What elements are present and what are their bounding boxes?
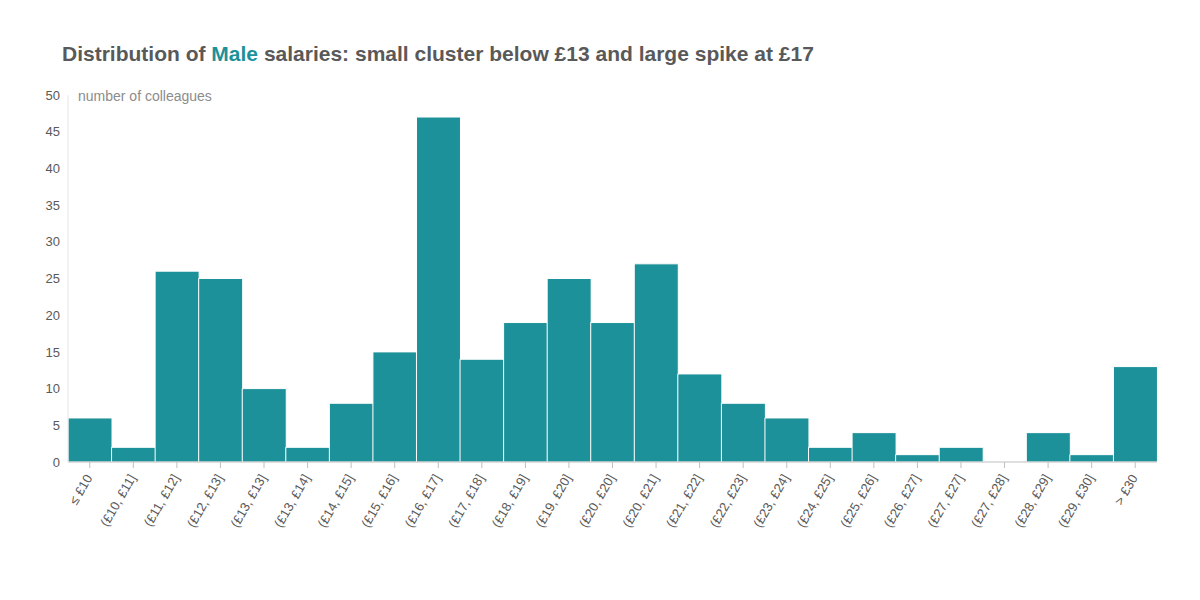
svg-text:(£13, £14]: (£13, £14] — [271, 472, 313, 530]
svg-text:5: 5 — [53, 418, 60, 433]
svg-text:(£29, £30]: (£29, £30] — [1055, 472, 1097, 530]
svg-text:(£23, £24]: (£23, £24] — [750, 472, 792, 530]
svg-text:(£26, £27]: (£26, £27] — [881, 472, 923, 530]
svg-text:(£20, £20]: (£20, £20] — [576, 472, 618, 530]
svg-text:25: 25 — [46, 271, 60, 286]
html-text:number of colleagues: number of colleagues — [78, 88, 212, 104]
svg-text:30: 30 — [46, 234, 60, 249]
svg-text:(£27, £27]: (£27, £27] — [924, 472, 966, 530]
svg-text:(£28, £29]: (£28, £29] — [1011, 472, 1053, 530]
svg-text:(£11, £12]: (£11, £12] — [141, 472, 183, 529]
svg-text:45: 45 — [46, 124, 60, 139]
svg-text:35: 35 — [46, 198, 60, 213]
svg-text:(£17, £18]: (£17, £18] — [445, 472, 487, 530]
svg-text:15: 15 — [46, 345, 60, 360]
svg-text:(£13, £13]: (£13, £13] — [227, 472, 269, 530]
svg-text:(£18, £19]: (£18, £19] — [489, 472, 531, 530]
svg-text:(£27, £28]: (£27, £28] — [968, 472, 1010, 530]
svg-text:(£12, £13]: (£12, £13] — [184, 472, 226, 530]
svg-text:(£14, £15]: (£14, £15] — [314, 472, 356, 530]
svg-text:(£16, £17]: (£16, £17] — [402, 472, 444, 530]
svg-text:(£15, £16]: (£15, £16] — [358, 472, 400, 530]
svg-text:(£10, £11]: (£10, £11] — [97, 472, 139, 529]
svg-text:(£20, £21]: (£20, £21] — [619, 472, 661, 530]
html-text:Distribution of Male salaries:: Distribution of Male salaries: small clu… — [62, 42, 814, 65]
svg-text:10: 10 — [46, 381, 60, 396]
svg-text:(£19, £20]: (£19, £20] — [532, 472, 574, 530]
svg-text:(£24, £25]: (£24, £25] — [794, 472, 836, 530]
svg-text:> £30: > £30 — [1111, 472, 1140, 508]
svg-text:20: 20 — [46, 308, 60, 323]
svg-text:(£21, £22]: (£21, £22] — [663, 472, 705, 530]
svg-text:40: 40 — [46, 161, 60, 176]
svg-text:≤ £10: ≤ £10 — [66, 472, 95, 508]
svg-text:(£22, £23]: (£22, £23] — [706, 472, 748, 530]
svg-text:(£25, £26]: (£25, £26] — [837, 472, 879, 530]
svg-text:50: 50 — [46, 88, 60, 103]
svg-text:0: 0 — [53, 455, 60, 470]
